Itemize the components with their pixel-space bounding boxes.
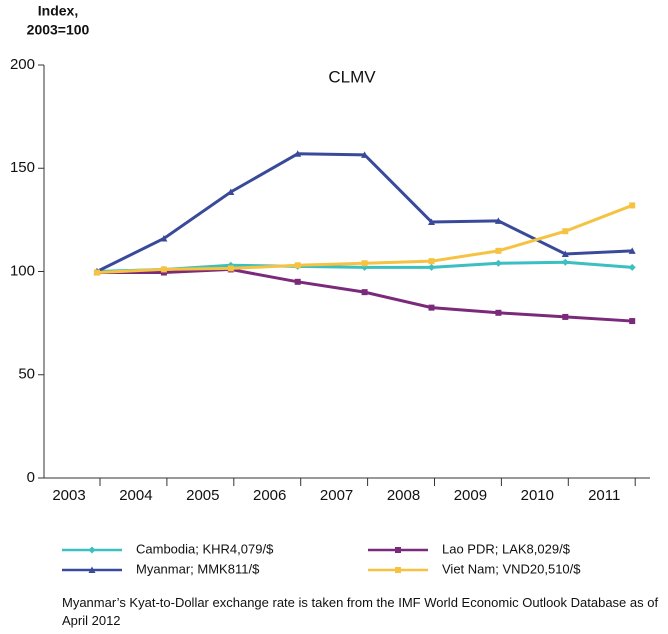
y-axis-label: 2003=100 bbox=[27, 22, 90, 38]
point bbox=[94, 269, 100, 276]
point bbox=[561, 250, 569, 257]
point bbox=[361, 289, 368, 296]
point bbox=[294, 262, 301, 269]
chart: CLMV Index, 2003=100 0 50 100 150 200 2003 200… bbox=[10, 3, 650, 576]
x-tick-label: 2011 bbox=[588, 487, 620, 504]
point bbox=[160, 266, 167, 273]
point bbox=[561, 258, 569, 266]
point bbox=[494, 217, 502, 224]
point bbox=[562, 313, 569, 320]
legend-marker bbox=[88, 546, 96, 554]
point bbox=[428, 218, 435, 225]
footnote: Myanmar’s Kyat-to-Dollar exchange rate i… bbox=[62, 595, 659, 628]
y-tick-label: 200 bbox=[10, 56, 35, 73]
point bbox=[428, 263, 435, 271]
point bbox=[495, 309, 502, 316]
point bbox=[227, 265, 234, 272]
x-tick-label: 2009 bbox=[454, 487, 487, 504]
point bbox=[495, 247, 502, 254]
legend-marker bbox=[395, 547, 401, 553]
chart-title: CLMV bbox=[328, 67, 376, 86]
point bbox=[494, 259, 502, 267]
series-line bbox=[96, 152, 633, 273]
legend-marker bbox=[88, 566, 96, 573]
point bbox=[160, 234, 168, 242]
point bbox=[294, 150, 302, 157]
y-tick-label: 150 bbox=[10, 159, 35, 176]
y-tick-label: 100 bbox=[10, 262, 35, 279]
legend-label: Myanmar; MMK811/$ bbox=[136, 561, 260, 576]
y-axis-label: Index, bbox=[38, 3, 78, 19]
point bbox=[629, 202, 636, 209]
point bbox=[629, 318, 636, 325]
point bbox=[428, 304, 435, 311]
x-tick-label: 2003 bbox=[52, 487, 85, 504]
x-tick-label: 2004 bbox=[119, 487, 152, 504]
point bbox=[428, 258, 435, 265]
x-tick-label: 2005 bbox=[186, 487, 219, 504]
point bbox=[160, 269, 167, 276]
point bbox=[227, 188, 235, 195]
series-line bbox=[97, 267, 633, 323]
legend-label: Lao PDR; LAK8,029/$ bbox=[442, 541, 571, 556]
point bbox=[628, 263, 636, 271]
x-tick-label: 2007 bbox=[320, 487, 353, 504]
point bbox=[294, 278, 301, 285]
legend-label: Cambodia; KHR4,079/$ bbox=[136, 541, 274, 556]
x-tick-label: 2010 bbox=[521, 487, 554, 504]
point bbox=[628, 247, 636, 254]
y-tick-label: 50 bbox=[18, 366, 35, 383]
x-tick-label: 2006 bbox=[253, 487, 286, 504]
y-tick-label: 0 bbox=[27, 469, 35, 486]
point bbox=[562, 228, 569, 235]
x-tick-label: 2008 bbox=[387, 487, 420, 504]
point bbox=[361, 151, 369, 158]
legend-label: Viet Nam; VND20,510/$ bbox=[442, 561, 581, 576]
point bbox=[361, 260, 368, 267]
legend-marker bbox=[395, 567, 401, 573]
